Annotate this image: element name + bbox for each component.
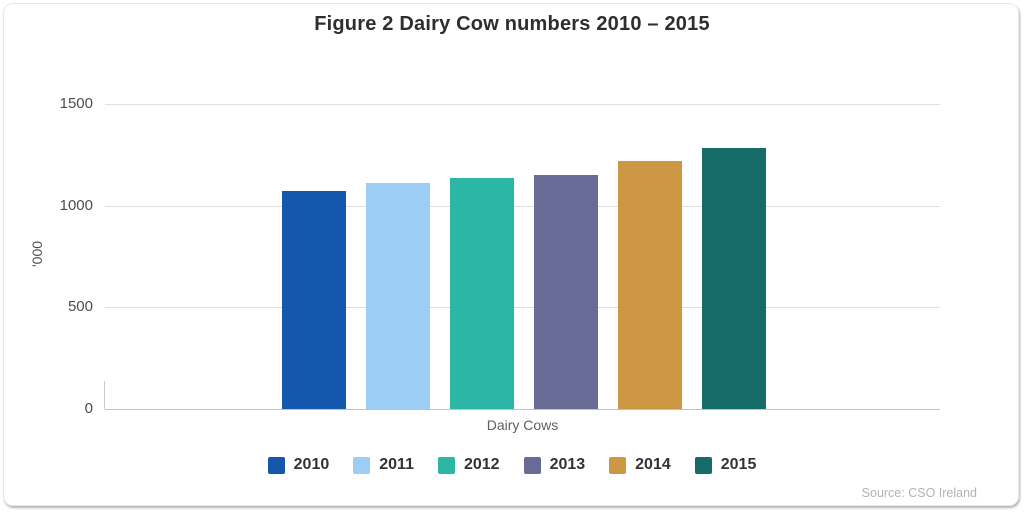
y-tick-label-1000: 1000 xyxy=(59,196,93,214)
bar-2011 xyxy=(366,183,430,409)
legend-item-2015: 2015 xyxy=(694,456,757,474)
legend-swatch-2010 xyxy=(267,456,285,474)
legend-item-2014: 2014 xyxy=(609,456,671,474)
y-axis-title: '000 xyxy=(29,240,45,268)
legend-swatch-2013 xyxy=(523,456,541,474)
bar-2014 xyxy=(618,160,682,409)
gridline-1500 xyxy=(105,104,940,105)
x-axis-title: Dairy Cows xyxy=(486,417,559,433)
legend-label-2010: 2010 xyxy=(293,456,330,473)
legend-label-2013: 2013 xyxy=(549,456,586,473)
y-tick-label-500: 500 xyxy=(67,298,93,316)
bar-2010 xyxy=(282,191,346,409)
legend-item-2012: 2012 xyxy=(437,456,500,474)
legend-label-2012: 2012 xyxy=(463,456,500,473)
gridline-0 xyxy=(105,409,940,410)
legend-label-2011: 2011 xyxy=(379,456,414,473)
bar-2012 xyxy=(450,178,514,409)
legend-item-2013: 2013 xyxy=(523,456,586,474)
legend-swatch-2015 xyxy=(694,456,712,474)
legend: 2010 2011 2012 2013 2014 2015 xyxy=(0,456,1024,474)
chart-title: Figure 2 Dairy Cow numbers 2010 – 2015 xyxy=(314,13,710,35)
legend-label-2014: 2014 xyxy=(635,456,671,473)
legend-swatch-2012 xyxy=(437,456,455,474)
legend-swatch-2014 xyxy=(609,456,627,474)
gridline-500 xyxy=(105,307,940,309)
y-tick-label-1500: 1500 xyxy=(59,95,93,112)
source-note: Source: CSO Ireland xyxy=(861,486,977,500)
y-tick-label-0: 0 xyxy=(84,400,93,417)
legend-item-2011: 2011 xyxy=(353,456,414,474)
y-axis-line xyxy=(104,381,105,409)
legend-item-2010: 2010 xyxy=(267,456,330,474)
legend-label-2015: 2015 xyxy=(720,456,757,473)
bar-2015 xyxy=(702,147,766,409)
legend-swatch-2011 xyxy=(353,456,371,474)
bar-2013 xyxy=(534,175,598,409)
gridline-1000 xyxy=(105,205,940,207)
